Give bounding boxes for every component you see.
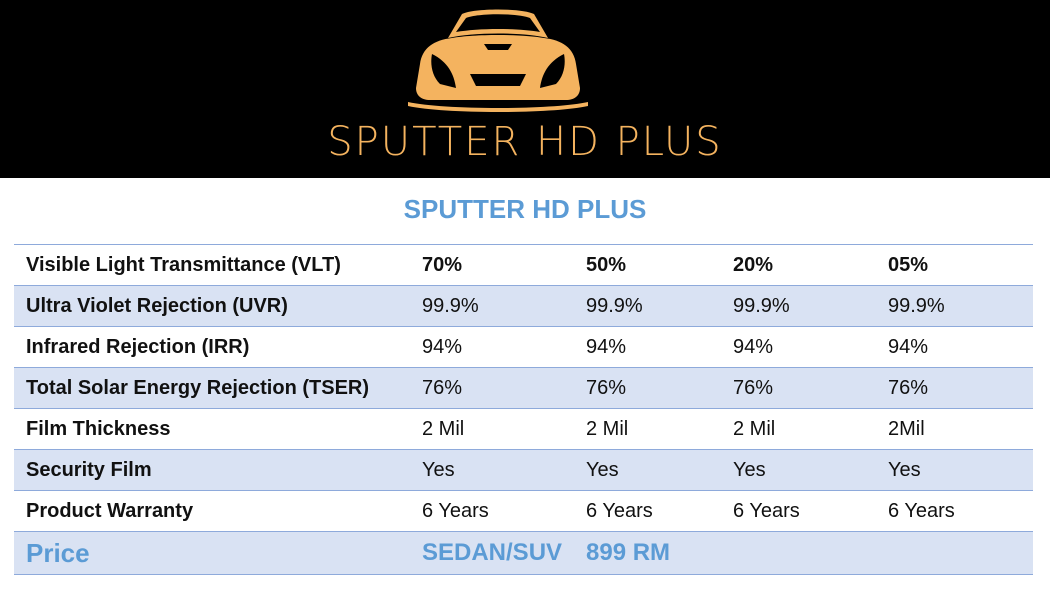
- table-cell: 6 Years: [574, 490, 721, 532]
- row-label: Total Solar Energy Rejection (TSER): [14, 367, 410, 409]
- row-label: Security Film: [14, 449, 410, 491]
- vlt-value-4: 05%: [876, 244, 1033, 286]
- spec-table: Visible Light Transmittance (VLT) 70% 50…: [14, 244, 1033, 575]
- table-cell: 76%: [410, 367, 574, 409]
- vlt-value-1: 70%: [410, 244, 574, 286]
- table-cell: 99.9%: [876, 285, 1033, 327]
- row-label: Visible Light Transmittance (VLT): [14, 244, 410, 286]
- price-label: Price: [14, 531, 410, 575]
- row-label: Infrared Rejection (IRR): [14, 326, 410, 368]
- table-cell: 94%: [410, 326, 574, 368]
- table-cell-empty: [876, 531, 1033, 575]
- table-cell: Yes: [876, 449, 1033, 491]
- table-cell: 94%: [574, 326, 721, 368]
- table-cell: Yes: [574, 449, 721, 491]
- table-cell: 6 Years: [410, 490, 574, 532]
- table-cell: 2 Mil: [574, 408, 721, 450]
- price-vehicle-type: SEDAN/SUV: [410, 531, 574, 575]
- table-row-security: Security Film Yes Yes Yes Yes: [14, 449, 1033, 491]
- table-row-uvr: Ultra Violet Rejection (UVR) 99.9% 99.9%…: [14, 285, 1033, 327]
- table-cell: 94%: [876, 326, 1033, 368]
- table-cell: 99.9%: [410, 285, 574, 327]
- row-label: Film Thickness: [14, 408, 410, 450]
- vlt-value-3: 20%: [721, 244, 876, 286]
- table-cell: 2 Mil: [721, 408, 876, 450]
- table-cell: 2Mil: [876, 408, 1033, 450]
- vlt-value-2: 50%: [574, 244, 721, 286]
- price-amount: 899 RM: [574, 531, 721, 575]
- table-row-irr: Infrared Rejection (IRR) 94% 94% 94% 94%: [14, 326, 1033, 368]
- row-label: Ultra Violet Rejection (UVR): [14, 285, 410, 327]
- table-row-price: Price SEDAN/SUV 899 RM: [14, 531, 1033, 575]
- table-cell: 2 Mil: [410, 408, 574, 450]
- table-cell: 76%: [876, 367, 1033, 409]
- table-row-vlt: Visible Light Transmittance (VLT) 70% 50…: [14, 244, 1033, 286]
- row-label: Product Warranty: [14, 490, 410, 532]
- table-cell: 6 Years: [876, 490, 1033, 532]
- header-banner: SPUTTER HD PLUS: [0, 0, 1050, 178]
- brand-name: SPUTTER HD PLUS: [327, 119, 723, 165]
- table-row-tser: Total Solar Energy Rejection (TSER) 76% …: [14, 367, 1033, 409]
- table-cell: 76%: [574, 367, 721, 409]
- table-row-warranty: Product Warranty 6 Years 6 Years 6 Years…: [14, 490, 1033, 532]
- table-title: SPUTTER HD PLUS: [403, 194, 647, 224]
- table-cell: 6 Years: [721, 490, 876, 532]
- table-cell: Yes: [410, 449, 574, 491]
- table-cell: 99.9%: [574, 285, 721, 327]
- table-cell-empty: [721, 531, 876, 575]
- table-cell: 99.9%: [721, 285, 876, 327]
- table-cell: 94%: [721, 326, 876, 368]
- table-cell: Yes: [721, 449, 876, 491]
- table-row-thickness: Film Thickness 2 Mil 2 Mil 2 Mil 2Mil: [14, 408, 1033, 450]
- table-cell: 76%: [721, 367, 876, 409]
- sports-car-front-icon: [408, 9, 588, 112]
